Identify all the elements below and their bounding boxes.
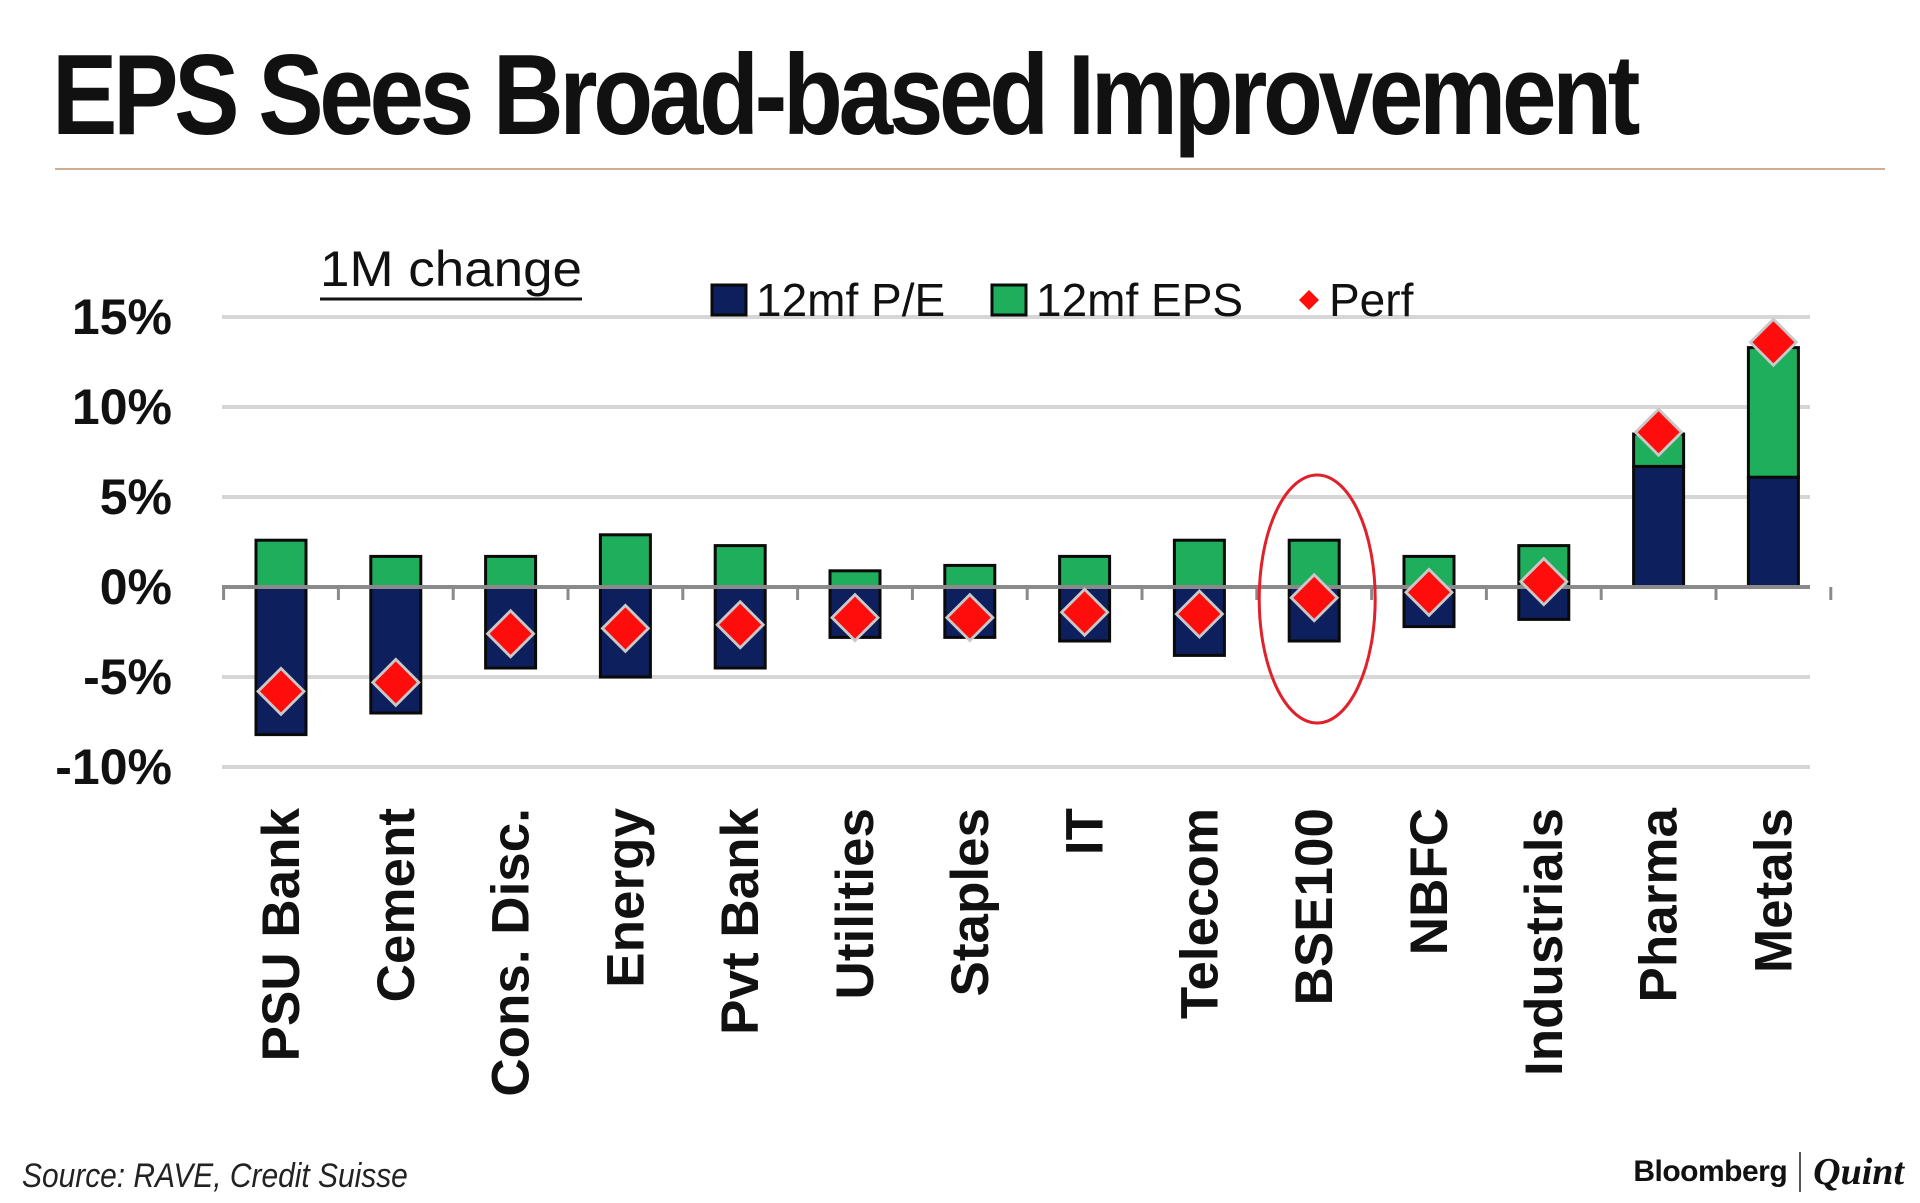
category-label-psu-bank: PSU Bank <box>252 807 311 1061</box>
category-label-telecom: Telecom <box>1170 808 1229 1019</box>
category-label-metals: Metals <box>1744 808 1803 973</box>
bar-12mf-p-e-metals <box>1746 475 1800 589</box>
brand-quint: Quint <box>1813 1151 1904 1193</box>
bar-12mf-eps-energy <box>598 533 652 589</box>
category-label-industrials: Industrials <box>1515 808 1574 1076</box>
legend-label-12mf-eps: 12mf EPS <box>1036 274 1243 326</box>
bar-12mf-eps-psu-bank <box>254 538 308 589</box>
perf-marker-telecom <box>1178 593 1221 635</box>
zero-axis <box>222 585 1833 600</box>
perf-marker-industrials <box>1522 560 1565 603</box>
highlight-ellipse <box>1257 473 1377 725</box>
category-label-bse100: BSE100 <box>1285 808 1344 1005</box>
legend-label-perf: Perf <box>1329 274 1414 326</box>
bar-12mf-eps-metals <box>1746 346 1800 479</box>
perf-marker-psu-bank <box>260 670 302 713</box>
perf-marker-pharma <box>1637 411 1680 454</box>
bar-12mf-eps-cons-disc <box>484 554 538 589</box>
legend: 12mf P/E 12mf EPS Perf <box>710 274 1414 326</box>
perf-marker-metals <box>1752 321 1795 364</box>
category-label-cons-disc: Cons. Disc. <box>482 808 541 1097</box>
bar-12mf-eps-cement <box>369 554 423 589</box>
source-note: Source: RAVE, Credit Suisse <box>22 1157 408 1195</box>
perf-marker-bse100 <box>1293 576 1336 619</box>
y-tick-label: 0% <box>100 559 172 615</box>
perf-marker-utilities <box>834 596 876 639</box>
perf-marker-it <box>1063 591 1106 634</box>
chart-title: EPS Sees Broad-based Improvement <box>52 32 1640 159</box>
category-label-pvt-bank: Pvt Bank <box>711 807 770 1034</box>
brand-divider <box>1799 1152 1802 1192</box>
bar-12mf-eps-it <box>1058 554 1112 589</box>
y-tick-label: 5% <box>100 469 172 525</box>
brand-logo: Bloomberg Quint <box>1633 1150 1904 1194</box>
bar-12mf-eps-staples <box>943 563 997 589</box>
bar-12mf-eps-pvt-bank <box>713 544 767 589</box>
perf-marker-cement <box>374 661 417 704</box>
category-label-cement: Cement <box>367 808 426 1002</box>
y-tick-label: 10% <box>72 379 172 435</box>
perf-marker-pvt-bank <box>719 603 762 646</box>
chart-subtitle: 1M change <box>320 241 582 297</box>
bar-12mf-eps-telecom <box>1172 538 1226 589</box>
legend-swatch-12mf-p-e <box>710 283 748 317</box>
x-axis-category-labels: PSU Bank Cement Cons. Disc. Energy Pvt Bank U… <box>252 807 1803 1096</box>
bse100-highlight <box>1257 473 1377 725</box>
brand-bloomberg: Bloomberg <box>1633 1155 1788 1188</box>
category-label-utilities: Utilities <box>826 808 885 999</box>
perf-markers <box>256 317 1799 717</box>
legend-label-12mf-p-e: 12mf P/E <box>756 274 945 326</box>
legend-swatch-12mf-eps <box>990 283 1028 317</box>
perf-marker-nbfc <box>1408 571 1450 614</box>
perf-marker-staples <box>948 596 991 639</box>
y-tick-label: -10% <box>55 739 172 795</box>
category-label-energy: Energy <box>596 807 655 987</box>
bar-12mf-p-e-pharma <box>1632 464 1686 589</box>
y-tick-label: -5% <box>83 649 172 705</box>
perf-marker-cons-disc <box>489 612 532 655</box>
category-label-it: IT <box>1056 808 1115 855</box>
chart-subtitle-group: 1M change <box>320 241 582 301</box>
category-label-staples: Staples <box>941 808 1000 997</box>
category-label-nbfc: NBFC <box>1400 808 1459 955</box>
title-divider <box>55 168 1885 170</box>
perf-marker-energy <box>604 607 647 650</box>
legend-swatch-perf <box>1299 290 1319 310</box>
gridlines <box>222 315 1810 769</box>
category-label-pharma: Pharma <box>1630 807 1689 1002</box>
bar-12mf-eps-utilities <box>828 569 882 589</box>
y-tick-label: 15% <box>72 289 172 345</box>
y-axis-tick-labels: 15% 10% 5% 0% -5% -10% <box>55 289 172 795</box>
